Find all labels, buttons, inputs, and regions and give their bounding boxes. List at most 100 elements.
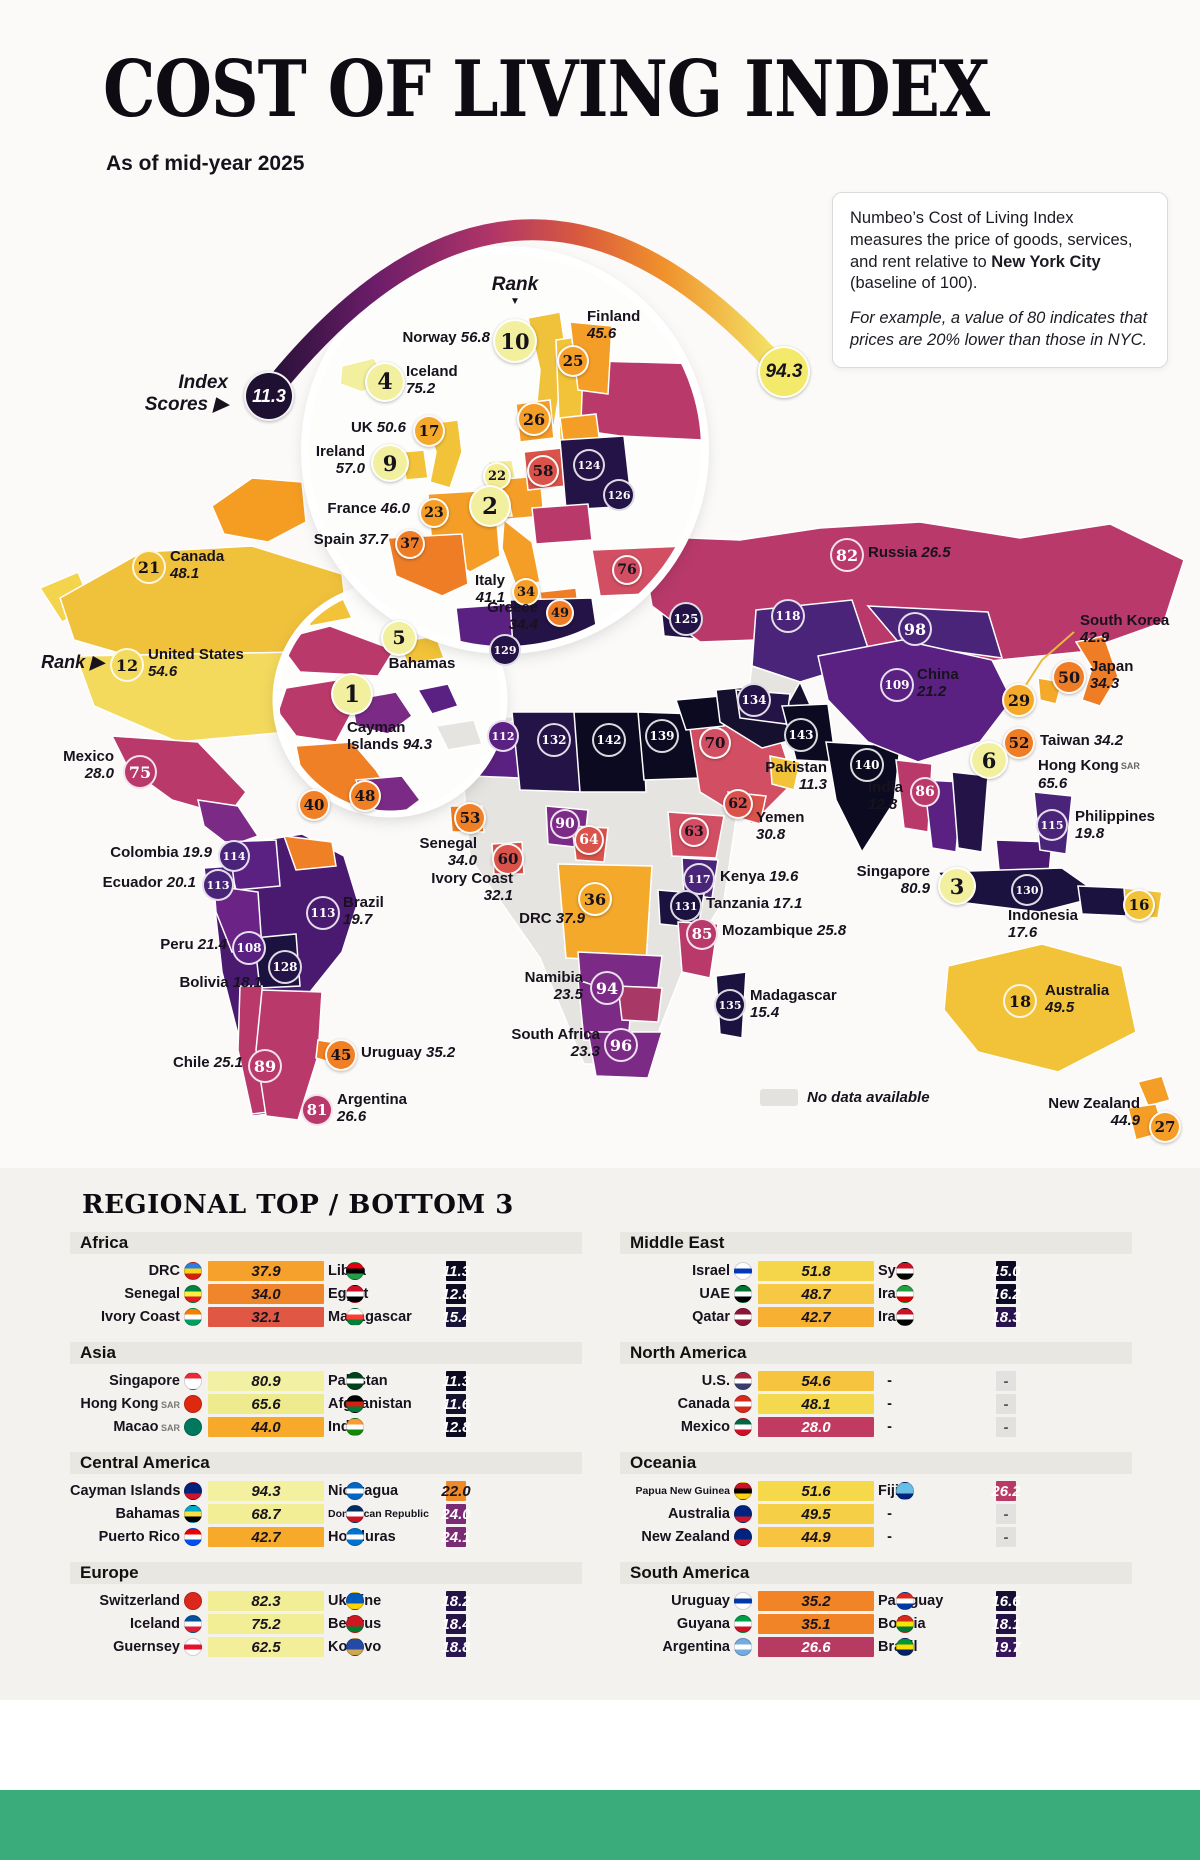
- rank-marker: 135: [714, 989, 746, 1021]
- region-block: Oceania Papua New Guinea 51.6 Fiji 26.2 Austr…: [620, 1452, 1132, 1550]
- flag-icon: [346, 1528, 364, 1546]
- index-scores-label: Index Scores ▶: [144, 372, 228, 415]
- country-label: Namibia 23.5: [524, 969, 583, 1003]
- value-bar: -: [996, 1527, 1016, 1547]
- rank-marker: 134: [737, 683, 771, 717]
- value-bar: 18.3: [991, 1307, 1021, 1327]
- flag-icon: [184, 1285, 202, 1303]
- rank-marker: 4: [365, 362, 405, 402]
- country-label: Argentina 26.6: [337, 1091, 408, 1125]
- value-bar: 11.6: [441, 1394, 471, 1414]
- flag-icon: [184, 1395, 202, 1413]
- value-bar: 28.0: [758, 1417, 874, 1437]
- flag-icon: [734, 1592, 752, 1610]
- down-triangle-icon: ▼: [510, 296, 520, 307]
- country-label: Tanzania 17.1: [706, 895, 803, 912]
- value-bar: 12.8: [441, 1284, 471, 1304]
- country-name: DRC: [148, 1263, 180, 1279]
- country-label: Pakistan 11.3: [765, 759, 827, 793]
- page-title: COST OF LIVING INDEX: [103, 42, 990, 135]
- country-label: Ivory Coast 32.1: [431, 870, 513, 904]
- country-name: -: [887, 1396, 892, 1412]
- flag-icon: [346, 1505, 364, 1523]
- rank-marker: 132: [537, 723, 571, 757]
- rank-marker: 1: [331, 673, 373, 715]
- rank-marker: 25: [557, 345, 589, 377]
- country-name: Dominican Republic: [328, 1508, 429, 1520]
- flag-icon: [184, 1372, 202, 1390]
- table-row: Cayman Islands 94.3Nicaragua 22.0: [70, 1481, 582, 1501]
- no-data-label: No data available: [807, 1089, 930, 1106]
- value-bar: 11.3: [441, 1371, 471, 1391]
- flag-icon: [346, 1615, 364, 1633]
- rank-marker: 10: [493, 319, 537, 363]
- country-name: -: [887, 1373, 892, 1389]
- flag-icon: [734, 1262, 752, 1280]
- rank-marker: 76: [612, 555, 642, 585]
- flag-icon: [734, 1505, 752, 1523]
- value-bar: 26.2: [991, 1481, 1021, 1501]
- rank-marker: 82: [830, 538, 864, 572]
- country-label: Mozambique 25.8: [722, 922, 847, 939]
- country-label: Yemen 30.8: [756, 809, 805, 843]
- country-name: -: [887, 1529, 892, 1545]
- country-label: Japan 34.3: [1090, 658, 1134, 692]
- value-bar: -: [996, 1371, 1016, 1391]
- rank-marker: 23: [419, 498, 449, 528]
- country-name: India: [328, 1419, 362, 1435]
- country-name: Nicaragua: [328, 1483, 398, 1499]
- rank-marker: 48: [349, 780, 381, 812]
- flag-icon: [896, 1262, 914, 1280]
- flag-icon: [896, 1638, 914, 1656]
- country-name: Mexico: [680, 1419, 730, 1435]
- country-name: Paraguay: [878, 1593, 943, 1609]
- country-label: Indonesia 17.6: [1008, 907, 1079, 941]
- value-bar: 34.0: [208, 1284, 324, 1304]
- rank-marker: 58: [527, 455, 559, 487]
- table-row: UAE 48.7 Iran 16.2: [620, 1284, 1132, 1304]
- table-row: Iceland 75.2Belarus 18.4: [70, 1614, 582, 1634]
- rank-marker: 89: [248, 1049, 282, 1083]
- rank-pointer-label: Rank ▼: [468, 274, 562, 307]
- rank-marker: 21: [132, 550, 166, 584]
- rank-marker: 5: [381, 620, 417, 656]
- flag-icon: [896, 1285, 914, 1303]
- rank-marker: 139: [645, 719, 679, 753]
- rank-marker: 109: [880, 668, 914, 702]
- value-bar: 16.6: [991, 1591, 1021, 1611]
- country-label: Uruguay 35.2: [361, 1044, 456, 1061]
- rank-marker: 114: [218, 840, 250, 872]
- footer: VISUAL CAPITALIST As of mid-year 2025 So…: [0, 1700, 1200, 1790]
- value-bar: 42.7: [208, 1527, 324, 1547]
- country-name: Bolivia: [878, 1616, 926, 1632]
- rank-marker: 126: [603, 479, 635, 511]
- rank-marker: 108: [232, 931, 266, 965]
- table-row: DRC 37.9Libya 11.3: [70, 1261, 582, 1281]
- rank-marker: 115: [1036, 809, 1068, 841]
- caribbean-callout: [272, 582, 508, 818]
- country-name: Singapore: [109, 1373, 180, 1389]
- country-label: Taiwan 34.2: [1040, 732, 1124, 749]
- rank-marker: 6: [970, 741, 1008, 779]
- table-row: Qatar 42.7 Iraq 18.3: [620, 1307, 1132, 1327]
- region-block: Asia Singapore 80.9Pakistan 11.3 Hong Kong S…: [70, 1342, 582, 1440]
- country-name: New Zealand: [641, 1529, 730, 1545]
- index-score-arc: [256, 219, 793, 407]
- region-block: Europe Switzerland 82.3Ukraine 18.2 Iceland 7…: [70, 1562, 582, 1660]
- country-label: China 21.2: [917, 666, 959, 700]
- country-label: France 46.0: [327, 500, 410, 517]
- country-label: Iceland 75.2: [406, 363, 458, 397]
- country-name: Argentina: [662, 1639, 730, 1655]
- table-row: Guernsey 62.5Kosovo 18.8: [70, 1637, 582, 1657]
- country-label: Cayman Islands 94.3: [347, 719, 433, 753]
- country-name: Israel: [692, 1263, 730, 1279]
- flag-icon: [346, 1638, 364, 1656]
- voronoi-banner: voronoi BY VISUAL CAPITALIST Where Data …: [0, 1790, 1200, 1860]
- rank-marker: 50: [1052, 660, 1086, 694]
- flag-icon: [896, 1592, 914, 1610]
- country-name: Bahamas: [115, 1506, 180, 1522]
- value-bar: 32.1: [208, 1307, 324, 1327]
- info-example-text: For example, a value of 80 indicates tha…: [850, 309, 1148, 349]
- flag-icon: [734, 1308, 752, 1326]
